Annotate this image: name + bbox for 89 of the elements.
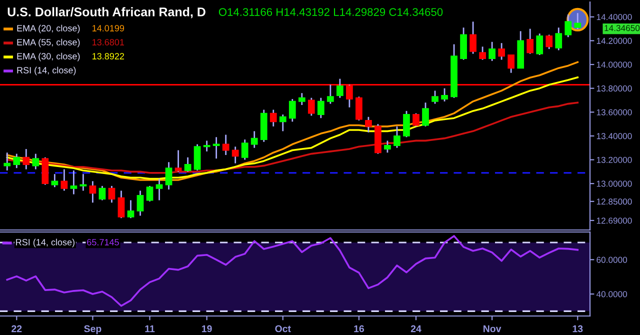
- x-tick-label: Sep: [84, 325, 102, 334]
- x-tick-label: Nov: [484, 325, 502, 332]
- candlestick: [317, 97, 324, 119]
- annotation: 13.8922: [92, 53, 124, 60]
- candlestick: [13, 153, 20, 169]
- candlestick: [432, 90, 438, 104]
- candlestick: [336, 78, 344, 99]
- x-tick-label: Oct: [275, 325, 291, 332]
- candlestick: [4, 152, 11, 172]
- candlestick: [555, 26, 562, 51]
- x-tick-label: 16: [354, 325, 364, 332]
- candlestick: [498, 42, 506, 60]
- chart-title: U.S. Dollar/South African Rand, D: [8, 7, 206, 18]
- candlestick: [222, 134, 230, 156]
- candlestick: [394, 126, 400, 149]
- x-tick-label: 13: [572, 325, 583, 332]
- y-tick-label: 60.0000: [596, 256, 628, 263]
- candlestick: [564, 14, 572, 38]
- candlestick: [32, 153, 40, 170]
- candlestick: [365, 116, 372, 134]
- y-tick-label: 14.20000: [596, 38, 632, 44]
- candlestick: [422, 102, 429, 128]
- candlestick: [441, 88, 448, 102]
- candlestick: [356, 96, 362, 122]
- candlestick: [51, 173, 58, 188]
- candlestick: [70, 170, 78, 195]
- y-tick-label: 13.60000: [596, 109, 632, 116]
- candlestick: [60, 168, 68, 192]
- candlestick: [279, 114, 286, 132]
- candlestick: [403, 110, 410, 138]
- x-tick-label: 19: [202, 325, 212, 332]
- candlestick: [546, 34, 553, 50]
- candlestick: [22, 148, 30, 170]
- x-tick-label: 22: [12, 325, 22, 332]
- candlestick: [212, 136, 220, 160]
- candlestick: [574, 12, 582, 30]
- candlestick: [488, 41, 496, 62]
- y-tick-label: 13.20000: [596, 156, 632, 163]
- legend-label: EMA (30, close): [17, 52, 80, 62]
- y-tick-label: 40.0000: [596, 291, 628, 298]
- annotation: 65.7145: [87, 239, 119, 246]
- annotation: 14.0199: [92, 25, 124, 32]
- candlestick: [308, 97, 315, 116]
- candlestick: [184, 156, 192, 172]
- legend-label: EMA (55, close): [17, 38, 80, 48]
- candlestick: [89, 180, 96, 204]
- candlestick: [108, 185, 116, 204]
- y-tick-label: 14.40000: [596, 14, 632, 20]
- candlestick: [326, 84, 334, 104]
- y-tick-label: 14.00000: [596, 62, 632, 68]
- candlestick: [526, 28, 534, 54]
- text: RSI (14, close): [17, 66, 76, 76]
- candlestick: [250, 130, 258, 149]
- text: 14.34650: [604, 25, 640, 32]
- y-tick-label: 13.80000: [596, 85, 632, 92]
- candlestick: [165, 161, 172, 190]
- legend-label: RSI (14, close): [16, 238, 74, 248]
- x-tick-label: 24: [410, 325, 422, 332]
- candlestick: [470, 20, 476, 54]
- line-series: [6, 235, 579, 307]
- candlestick: [98, 185, 106, 201]
- candlestick: [298, 92, 306, 106]
- candlestick: [194, 144, 201, 172]
- candlestick: [232, 146, 239, 164]
- candlestick: [136, 190, 144, 216]
- candlestick: [80, 173, 87, 192]
- candlestick: [270, 109, 277, 128]
- candlestick: [536, 32, 544, 56]
- candlestick: [203, 140, 210, 152]
- candlestick: [127, 200, 134, 219]
- candlestick: [146, 185, 154, 202]
- y-tick-label: 13.40000: [596, 133, 632, 140]
- candlestick: [241, 138, 248, 160]
- x-tick-label: 11: [145, 325, 155, 332]
- candlestick: [508, 54, 515, 74]
- candlestick: [460, 26, 467, 60]
- candlestick: [118, 190, 125, 219]
- candlestick: [479, 46, 486, 60]
- y-tick-label: 12.69000: [596, 218, 632, 224]
- annotation: 13.6801: [92, 39, 124, 46]
- candlestick: [384, 140, 391, 154]
- candlestick: [174, 150, 182, 172]
- y-tick-label: 12.85000: [596, 198, 632, 205]
- chart-subtitle: O14.31166 H14.43192 L14.29829 C14.34650: [218, 8, 443, 16]
- candlestick: [288, 98, 296, 122]
- candlestick: [412, 112, 420, 128]
- candlestick: [156, 178, 163, 201]
- y-tick-label: 13.00000: [596, 180, 632, 187]
- legend-label: EMA (20, close): [17, 24, 80, 34]
